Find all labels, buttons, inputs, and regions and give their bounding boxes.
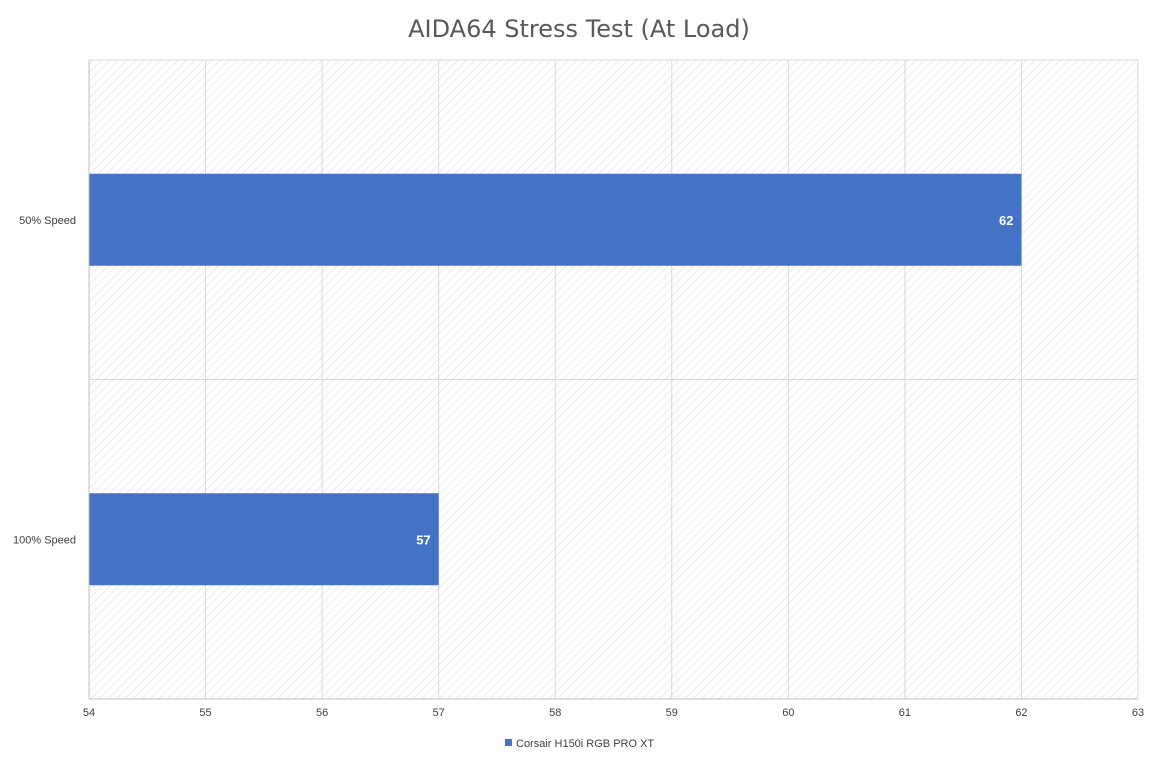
gridlines [88,59,1139,700]
legend: Corsair H150i RGB PRO XT [505,738,654,750]
x-tick-label: 54 [83,707,95,719]
legend-swatch [505,739,512,746]
axes: 54 55 56 57 58 59 60 61 62 63 50% Speed 100% Speed [13,60,1144,719]
bar [89,173,1022,266]
legend-label: Corsair H150i RGB PRO XT [516,738,654,750]
x-tick-label: 57 [433,707,445,719]
bars [89,173,1022,586]
bar [89,493,439,586]
data-label: 57 [416,532,430,547]
chart-title: AIDA64 Stress Test (At Load) [408,15,750,43]
data-labels: 62 57 [416,213,1013,548]
x-tick-label: 61 [899,707,911,719]
x-tick-label: 60 [782,707,794,719]
x-tick-label: 62 [1015,707,1027,719]
category-label: 50% Speed [19,215,76,227]
category-label: 100% Speed [13,534,76,546]
x-tick-label: 56 [316,707,328,719]
x-tick-label: 55 [199,707,211,719]
data-label: 62 [999,213,1013,228]
x-tick-label: 59 [666,707,678,719]
x-tick-label: 58 [549,707,561,719]
x-tick-label: 63 [1132,707,1144,719]
